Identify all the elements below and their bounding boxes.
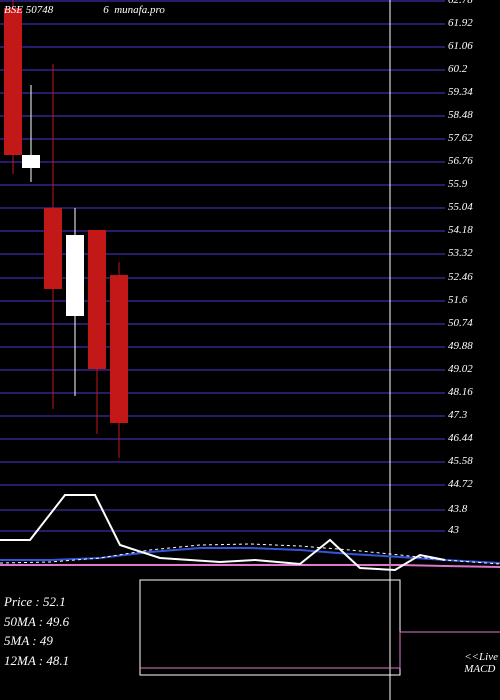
macd-live-text: <<Live: [464, 651, 498, 663]
y-axis-label: 44.72: [448, 478, 498, 490]
y-axis-label: 57.62: [448, 132, 498, 144]
candle: [66, 0, 84, 530]
macd-text: MACD: [464, 663, 498, 675]
candle-body: [66, 235, 84, 315]
price-area: 62.7861.9261.0660.259.3458.4857.6256.765…: [0, 0, 500, 530]
y-axis-label: 46.44: [448, 432, 498, 444]
y-axis-label: 48.16: [448, 386, 498, 398]
y-axis-label: 49.88: [448, 340, 498, 352]
y-axis-label: 43: [448, 524, 498, 536]
y-axis-label: 43.8: [448, 503, 498, 515]
y-axis-label: 45.58: [448, 455, 498, 467]
y-axis-label: 49.02: [448, 363, 498, 375]
ma-line-dotted: [0, 544, 500, 564]
stat-row: 50MA : 49.6: [4, 612, 69, 632]
y-axis-label: 58.48: [448, 109, 498, 121]
ma-line-pink: [0, 565, 500, 567]
y-axis-label: 60.2: [448, 63, 498, 75]
candle: [44, 0, 62, 530]
candle: [22, 0, 40, 530]
y-axis-label: 59.34: [448, 86, 498, 98]
stats-box: Price : 52.150MA : 49.65MA : 4912MA : 48…: [4, 592, 69, 670]
y-axis-label: 54.18: [448, 224, 498, 236]
y-axis-label: 55.9: [448, 178, 498, 190]
y-axis-label: 50.74: [448, 317, 498, 329]
y-axis-label: 53.32: [448, 247, 498, 259]
candle-body: [4, 8, 22, 155]
y-axis-label: 55.04: [448, 201, 498, 213]
y-axis-label: 56.76: [448, 155, 498, 167]
candle-body: [22, 155, 40, 168]
macd-label: <<Live MACD: [464, 651, 498, 675]
y-axis-label: 51.6: [448, 294, 498, 306]
y-axis-label: 47.3: [448, 409, 498, 421]
macd-box: [140, 580, 400, 675]
chart-header: BSE 50748 6 munafa.pro: [4, 4, 496, 16]
symbol-label: BSE 50748: [4, 4, 53, 16]
gridline: [0, 530, 445, 532]
stat-row: 5MA : 49: [4, 631, 69, 651]
candle-body: [110, 275, 128, 422]
candle: [110, 0, 128, 530]
stat-row: Price : 52.1: [4, 592, 69, 612]
candle: [4, 0, 22, 530]
y-axis-label: 61.06: [448, 40, 498, 52]
stat-row: 12MA : 48.1: [4, 651, 69, 671]
y-axis-label: 52.46: [448, 271, 498, 283]
candle-body: [44, 208, 62, 288]
candle: [88, 0, 106, 530]
candle-body: [88, 230, 106, 369]
y-axis-label: 61.92: [448, 17, 498, 29]
chart-container: BSE 50748 6 munafa.pro 62.7861.9261.0660…: [0, 0, 500, 700]
ma-line-blue: [0, 548, 500, 563]
macd-line: [140, 632, 500, 668]
symbol-suffix: 6 munafa.pro: [103, 4, 165, 16]
